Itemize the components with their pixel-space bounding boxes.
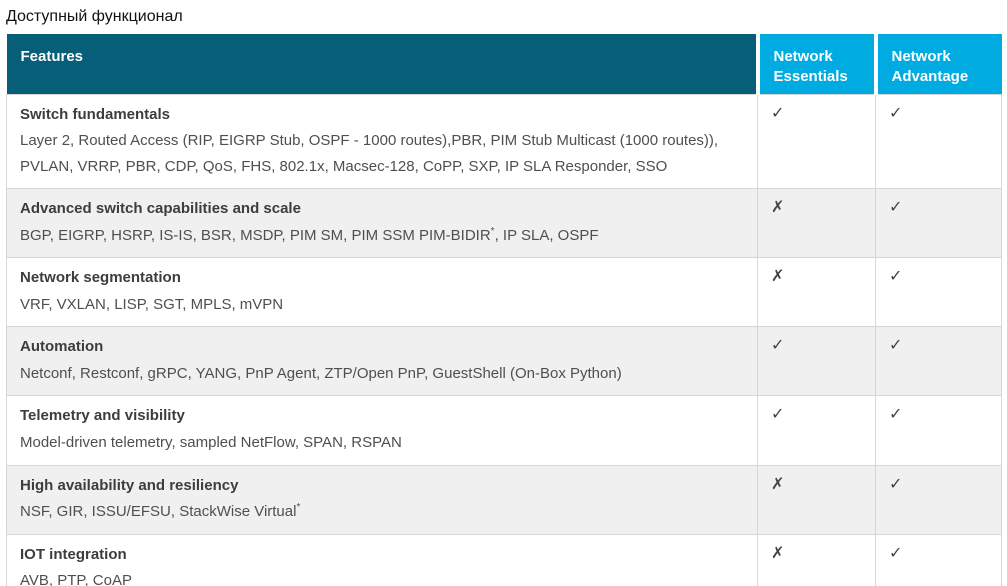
check-icon: ✓	[889, 337, 903, 355]
check-icon: ✓	[771, 104, 785, 122]
advantage-cell: ✓	[875, 533, 1002, 586]
feature-cell: Network segmentation VRF, VXLAN, LISP, S…	[6, 257, 758, 328]
feature-title: Telemetry and visibility	[20, 407, 185, 425]
header-row: Features Network Essentials Network Adva…	[6, 34, 1002, 94]
check-icon: ✓	[889, 406, 903, 424]
table-header: Features Network Essentials Network Adva…	[6, 34, 1002, 94]
table-row: Telemetry and visibility Model-driven te…	[6, 395, 1002, 466]
feature-cell: High availability and resiliency NSF, GI…	[6, 464, 758, 535]
feature-cell: Switch fundamentals Layer 2, Routed Acce…	[6, 93, 758, 190]
feature-cell: IOT integration AVB, PTP, CoAP	[6, 533, 758, 586]
advantage-cell: ✓	[875, 326, 1002, 397]
feature-description: NSF, GIR, ISSU/EFSU, StackWise Virtual*	[20, 501, 301, 520]
feature-description: VRF, VXLAN, LISP, SGT, MPLS, mVPN	[20, 295, 284, 313]
cross-icon: ✗	[771, 268, 785, 286]
feature-title: Advanced switch capabilities and scale	[20, 200, 301, 218]
feature-title: IOT integration	[20, 545, 127, 563]
feature-description: Model-driven telemetry, sampled NetFlow,…	[20, 433, 402, 451]
essentials-cell: ✓	[757, 326, 876, 397]
features-table: Features Network Essentials Network Adva…	[6, 34, 1002, 586]
advantage-cell: ✓	[875, 257, 1002, 328]
table-row: Network segmentation VRF, VXLAN, LISP, S…	[6, 257, 1002, 328]
essentials-cell: ✗	[757, 464, 876, 535]
column-header-features: Features	[6, 34, 760, 94]
feature-title: High availability and resiliency	[20, 476, 239, 494]
advantage-cell: ✓	[875, 464, 1002, 535]
table-body: Switch fundamentals Layer 2, Routed Acce…	[6, 93, 1002, 586]
table-row: Switch fundamentals Layer 2, Routed Acce…	[6, 93, 1002, 190]
essentials-cell: ✓	[757, 93, 876, 190]
column-header-network-essentials: Network Essentials	[757, 34, 878, 94]
column-header-network-advantage: Network Advantage	[875, 34, 1002, 94]
check-icon: ✓	[889, 544, 903, 562]
feature-description: Netconf, Restconf, gRPC, YANG, PnP Agent…	[20, 364, 622, 382]
feature-cell: Automation Netconf, Restconf, gRPC, YANG…	[6, 326, 758, 397]
table-row: Automation Netconf, Restconf, gRPC, YANG…	[6, 326, 1002, 397]
check-icon: ✓	[889, 104, 903, 122]
page-title: Доступный функционал	[6, 8, 183, 25]
check-icon: ✓	[771, 406, 785, 424]
check-icon: ✓	[889, 199, 903, 217]
feature-description: Layer 2, Routed Access (RIP, EIGRP Stub,…	[20, 131, 719, 175]
feature-description: AVB, PTP, CoAP	[20, 571, 132, 586]
check-icon: ✓	[889, 475, 903, 493]
cross-icon: ✗	[771, 199, 785, 217]
feature-title: Network segmentation	[20, 269, 181, 287]
essentials-cell: ✗	[757, 257, 876, 328]
cross-icon: ✗	[771, 475, 785, 493]
table-row: High availability and resiliency NSF, GI…	[6, 464, 1002, 535]
check-icon: ✓	[889, 268, 903, 286]
table-row: IOT integration AVB, PTP, CoAP ✗ ✓	[6, 533, 1002, 586]
table-row: Advanced switch capabilities and scale B…	[6, 188, 1002, 259]
feature-title: Automation	[20, 338, 104, 356]
essentials-cell: ✓	[757, 395, 876, 466]
feature-cell: Advanced switch capabilities and scale B…	[6, 188, 758, 259]
feature-title: Switch fundamentals	[20, 105, 171, 123]
advantage-cell: ✓	[875, 188, 1002, 259]
essentials-cell: ✗	[757, 188, 876, 259]
check-icon: ✓	[771, 337, 785, 355]
essentials-cell: ✗	[757, 533, 876, 586]
advantage-cell: ✓	[875, 395, 1002, 466]
advantage-cell: ✓	[875, 93, 1002, 190]
feature-description: BGP, EIGRP, HSRP, IS-IS, BSR, MSDP, PIM …	[20, 225, 599, 244]
cross-icon: ✗	[771, 544, 785, 562]
feature-cell: Telemetry and visibility Model-driven te…	[6, 395, 758, 466]
